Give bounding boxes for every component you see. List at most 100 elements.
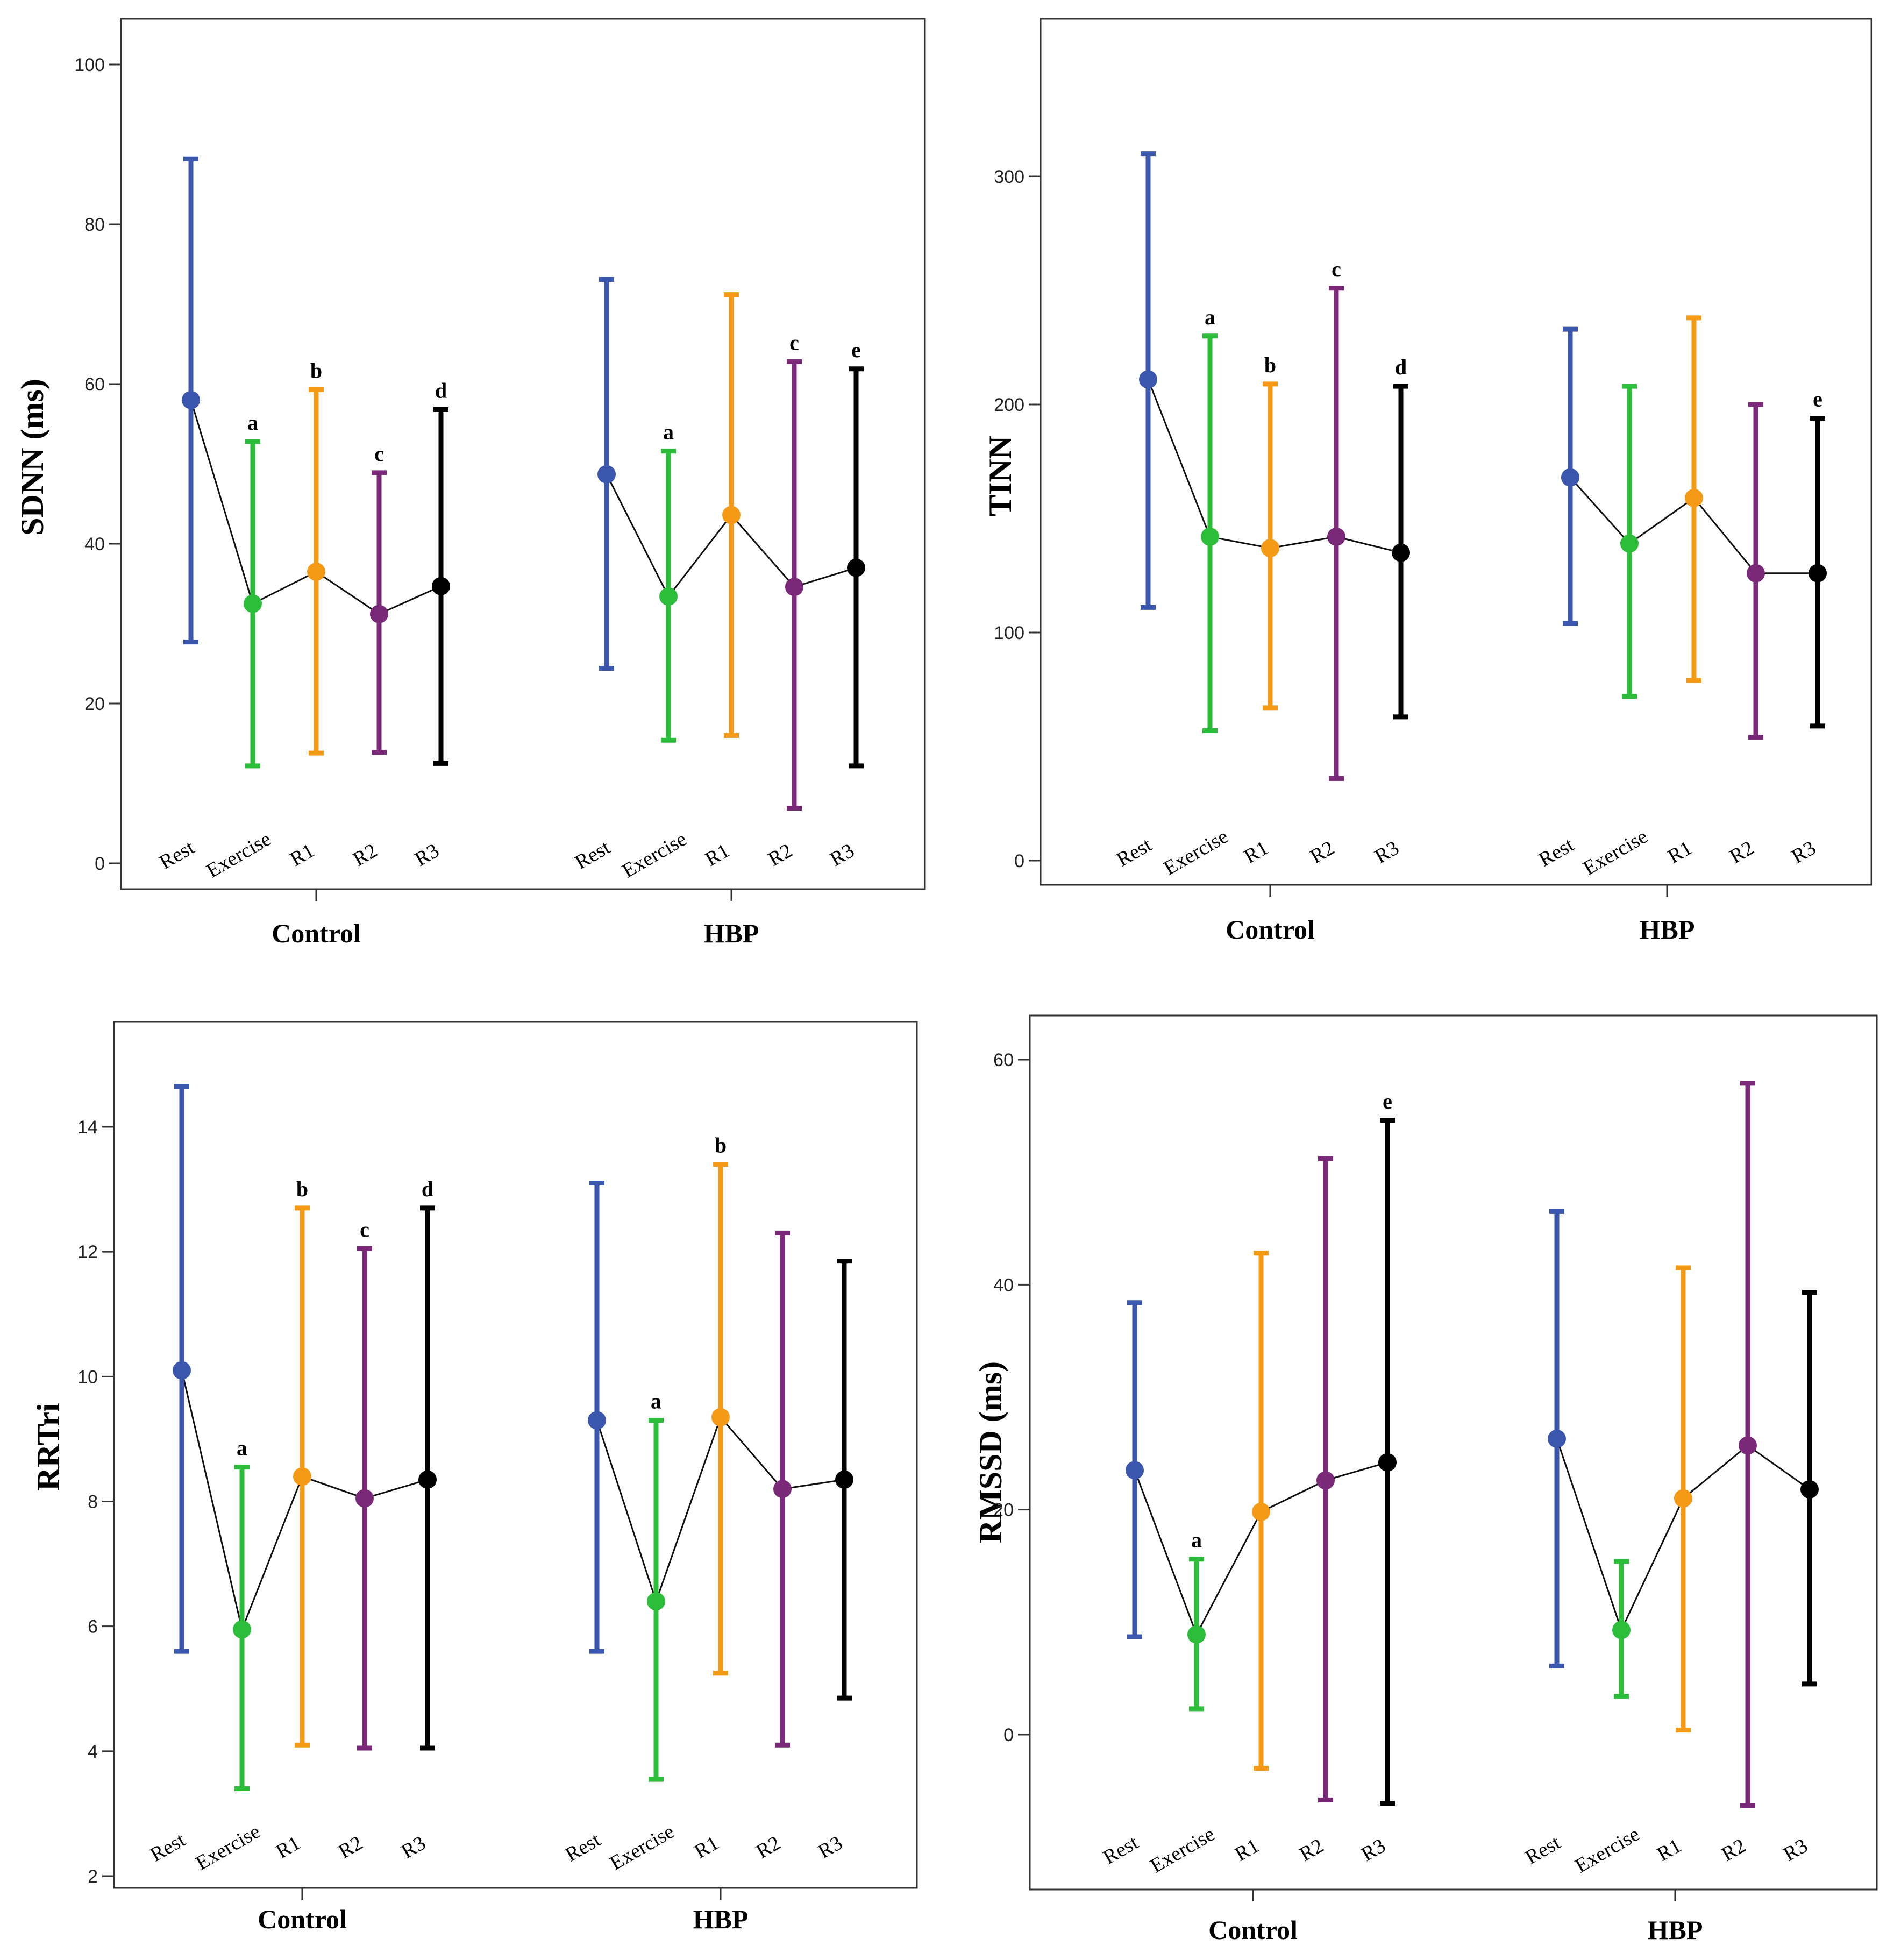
significance-label: c bbox=[360, 1217, 369, 1241]
y-tick-label: 80 bbox=[84, 215, 105, 235]
mean-point bbox=[244, 594, 262, 613]
mean-point bbox=[1685, 488, 1703, 507]
mean-point bbox=[1392, 543, 1410, 562]
mean-point bbox=[1809, 564, 1827, 583]
mean-point bbox=[588, 1411, 606, 1430]
mean-point bbox=[1620, 534, 1639, 553]
mean-point bbox=[1612, 1621, 1631, 1639]
significance-label: a bbox=[247, 410, 258, 435]
group-label-hbp: HBP bbox=[1640, 914, 1695, 945]
y-tick-label: 100 bbox=[994, 623, 1024, 643]
significance-label: e bbox=[1813, 387, 1822, 411]
y-tick-label: 60 bbox=[993, 1050, 1014, 1070]
group-label-control: Control bbox=[1208, 1915, 1298, 1945]
significance-label: a bbox=[237, 1436, 247, 1460]
mean-point bbox=[293, 1467, 311, 1486]
group-label-hbp: HBP bbox=[704, 918, 759, 948]
significance-label: a bbox=[1191, 1528, 1202, 1552]
mean-point bbox=[647, 1592, 665, 1611]
mean-point bbox=[182, 390, 200, 409]
mean-point bbox=[173, 1361, 191, 1380]
y-axis-label: TINN bbox=[982, 436, 1018, 516]
y-tick-label: 40 bbox=[993, 1275, 1014, 1295]
y-axis: 0 20 40 60 80 100 bbox=[74, 55, 732, 901]
significance-label: d bbox=[422, 1177, 433, 1201]
significance-label: a bbox=[663, 420, 674, 444]
significance-label: c bbox=[374, 442, 384, 466]
y-axis: 0 20 40 60 bbox=[993, 1050, 1676, 1901]
mean-point bbox=[233, 1620, 251, 1639]
significance-label: b bbox=[715, 1133, 727, 1157]
y-axis-label: RRTri bbox=[31, 1403, 66, 1490]
group-label-control: Control bbox=[258, 1904, 347, 1934]
mean-point bbox=[659, 587, 678, 606]
mean-point bbox=[597, 465, 616, 484]
y-tick-label: 300 bbox=[994, 167, 1024, 187]
mean-point bbox=[835, 1470, 853, 1489]
mean-point bbox=[418, 1470, 437, 1489]
y-tick-label: 40 bbox=[84, 534, 105, 555]
plot-frame bbox=[113, 1021, 918, 1889]
plot-frame bbox=[120, 18, 926, 890]
significance-label: e bbox=[851, 338, 861, 362]
mean-point bbox=[432, 577, 450, 595]
y-tick-label: 4 bbox=[88, 1742, 98, 1762]
group-label-hbp: HBP bbox=[1648, 1915, 1703, 1945]
y-tick-label: 10 bbox=[77, 1367, 98, 1387]
mean-point bbox=[1739, 1436, 1757, 1455]
mean-point bbox=[773, 1480, 792, 1499]
mean-point bbox=[1378, 1453, 1397, 1472]
y-tick-label: 100 bbox=[74, 55, 105, 75]
significance-label: d bbox=[435, 379, 447, 403]
mean-point bbox=[847, 558, 865, 577]
y-tick-label: 6 bbox=[88, 1617, 98, 1637]
plot-frame bbox=[1029, 1014, 1878, 1891]
y-axis: 2 4 6 8 10 12 14 bbox=[77, 1117, 722, 1900]
y-tick-label: 14 bbox=[77, 1117, 98, 1138]
y-tick-label: 200 bbox=[994, 395, 1024, 415]
mean-point bbox=[1800, 1480, 1819, 1499]
y-tick-label: 0 bbox=[1014, 851, 1024, 871]
significance-label: b bbox=[1264, 353, 1276, 377]
y-axis-label: RMSSD (ms) bbox=[973, 1361, 1008, 1543]
mean-point bbox=[307, 562, 325, 581]
y-tick-label: 0 bbox=[1003, 1725, 1014, 1745]
plot-frame bbox=[1040, 18, 1872, 886]
mean-point bbox=[1201, 527, 1219, 546]
mean-point bbox=[1747, 564, 1765, 583]
significance-label: d bbox=[1395, 355, 1407, 379]
group-label-control: Control bbox=[272, 918, 361, 948]
mean-point bbox=[785, 578, 803, 596]
mean-point bbox=[1548, 1429, 1566, 1448]
mean-point bbox=[370, 605, 388, 623]
mean-point bbox=[355, 1489, 374, 1508]
y-tick-label: 2 bbox=[88, 1866, 98, 1887]
significance-label: b bbox=[296, 1177, 308, 1201]
significance-label: a bbox=[1205, 305, 1215, 329]
significance-label: a bbox=[651, 1389, 661, 1414]
mean-point bbox=[1561, 468, 1579, 487]
group-label-control: Control bbox=[1226, 914, 1315, 945]
y-tick-label: 20 bbox=[993, 1500, 1014, 1521]
mean-point bbox=[1187, 1625, 1206, 1644]
y-tick-label: 0 bbox=[95, 854, 105, 874]
mean-point bbox=[1126, 1461, 1144, 1480]
mean-point bbox=[722, 506, 741, 524]
significance-label: c bbox=[789, 330, 799, 354]
significance-label: c bbox=[1332, 257, 1341, 281]
y-axis-label: SDNN (ms) bbox=[15, 379, 50, 536]
mean-point bbox=[711, 1408, 730, 1426]
y-tick-label: 20 bbox=[84, 694, 105, 714]
significance-label: e bbox=[1383, 1089, 1392, 1113]
y-axis: 0 100 200 300 bbox=[994, 167, 1668, 897]
mean-point bbox=[1139, 370, 1157, 389]
group-label-hbp: HBP bbox=[693, 1904, 749, 1934]
y-tick-label: 12 bbox=[77, 1242, 98, 1262]
significance-label: b bbox=[310, 358, 322, 382]
mean-point bbox=[1674, 1489, 1692, 1508]
mean-point bbox=[1316, 1471, 1335, 1490]
mean-point bbox=[1261, 539, 1279, 558]
mean-point bbox=[1252, 1502, 1270, 1521]
mean-point bbox=[1327, 527, 1345, 546]
